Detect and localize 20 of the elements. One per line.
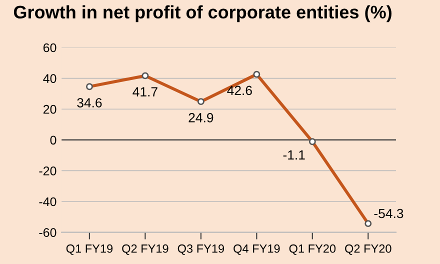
y-tick-label: -20: [39, 166, 56, 176]
y-tick-label: 0: [50, 136, 56, 145]
data-label: -54.3: [374, 208, 404, 218]
x-tick-label: Q2 FY19: [122, 244, 168, 255]
x-tick-label: Q2 FY20: [345, 244, 392, 255]
y-tick-label: 60: [43, 43, 56, 52]
y-tick-label: 20: [43, 104, 56, 114]
x-tick-label: Q1 FY20: [289, 244, 336, 255]
x-tick-label: Q3 FY19: [178, 244, 224, 255]
data-label: 42.6: [227, 86, 252, 96]
data-label: 34.6: [77, 98, 102, 108]
y-tick-label: -40: [39, 197, 56, 206]
y-tick-label: -60: [39, 228, 56, 237]
data-label: 41.7: [132, 87, 158, 96]
x-tick-label: Q1 FY19: [66, 244, 113, 255]
data-label: -1.1: [283, 150, 305, 160]
x-tick-label: Q4 FY19: [234, 244, 280, 255]
data-label: 24.9: [188, 113, 214, 122]
y-tick-label: 40: [43, 74, 56, 83]
chart-title: Growth in net profit of corporate entities (%): [14, 5, 392, 22]
